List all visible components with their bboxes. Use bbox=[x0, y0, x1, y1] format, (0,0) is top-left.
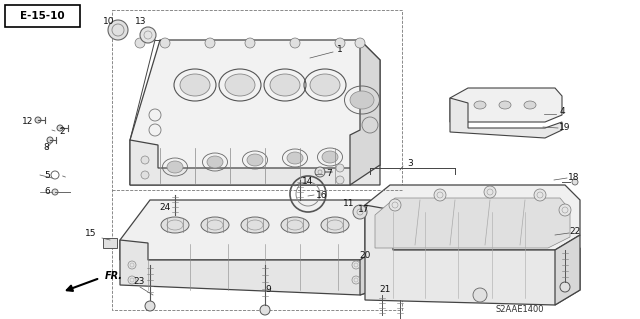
Circle shape bbox=[484, 186, 496, 198]
Text: 12: 12 bbox=[22, 116, 34, 125]
Circle shape bbox=[335, 38, 345, 48]
Ellipse shape bbox=[321, 217, 349, 233]
Circle shape bbox=[141, 171, 149, 179]
Circle shape bbox=[108, 20, 128, 40]
Circle shape bbox=[141, 156, 149, 164]
Text: 8: 8 bbox=[43, 144, 49, 152]
Ellipse shape bbox=[287, 152, 303, 164]
Ellipse shape bbox=[322, 151, 338, 163]
Circle shape bbox=[473, 288, 487, 302]
Polygon shape bbox=[120, 240, 390, 295]
Circle shape bbox=[389, 199, 401, 211]
Text: E-15-10: E-15-10 bbox=[20, 11, 65, 21]
Bar bbox=[5, 5, 80, 27]
Circle shape bbox=[290, 38, 300, 48]
Text: 7: 7 bbox=[326, 168, 332, 177]
Ellipse shape bbox=[350, 91, 374, 109]
Circle shape bbox=[534, 189, 546, 201]
Polygon shape bbox=[365, 185, 580, 250]
Circle shape bbox=[434, 189, 446, 201]
Circle shape bbox=[35, 117, 41, 123]
Ellipse shape bbox=[225, 74, 255, 96]
Ellipse shape bbox=[524, 101, 536, 109]
Text: 23: 23 bbox=[133, 277, 145, 286]
Circle shape bbox=[560, 282, 570, 292]
Text: 24: 24 bbox=[159, 204, 171, 212]
Ellipse shape bbox=[281, 217, 309, 233]
Text: 10: 10 bbox=[103, 18, 115, 26]
Ellipse shape bbox=[201, 217, 229, 233]
Text: 1: 1 bbox=[337, 46, 343, 55]
Text: 14: 14 bbox=[302, 176, 314, 186]
Polygon shape bbox=[375, 198, 570, 248]
Ellipse shape bbox=[167, 161, 183, 173]
Ellipse shape bbox=[474, 101, 486, 109]
Circle shape bbox=[57, 125, 63, 131]
Text: 20: 20 bbox=[359, 250, 371, 259]
Text: 22: 22 bbox=[570, 227, 580, 236]
Circle shape bbox=[245, 38, 255, 48]
Bar bbox=[103, 238, 117, 248]
Circle shape bbox=[205, 38, 215, 48]
Bar bbox=[112, 10, 402, 310]
Text: 2: 2 bbox=[59, 127, 65, 136]
Circle shape bbox=[145, 301, 155, 311]
Polygon shape bbox=[130, 140, 380, 185]
Ellipse shape bbox=[207, 156, 223, 168]
Polygon shape bbox=[450, 98, 562, 138]
Circle shape bbox=[559, 204, 571, 216]
Circle shape bbox=[140, 27, 156, 43]
Ellipse shape bbox=[161, 217, 189, 233]
Text: 19: 19 bbox=[559, 122, 571, 131]
Ellipse shape bbox=[310, 74, 340, 96]
Polygon shape bbox=[350, 40, 380, 185]
Text: S2AAE1400: S2AAE1400 bbox=[496, 306, 544, 315]
Ellipse shape bbox=[499, 101, 511, 109]
Text: FR.: FR. bbox=[105, 271, 123, 281]
Circle shape bbox=[572, 179, 578, 185]
Polygon shape bbox=[120, 200, 390, 260]
Ellipse shape bbox=[241, 217, 269, 233]
Ellipse shape bbox=[180, 74, 210, 96]
Text: 18: 18 bbox=[568, 173, 580, 182]
Text: 6: 6 bbox=[44, 188, 50, 197]
Circle shape bbox=[355, 38, 365, 48]
Circle shape bbox=[315, 167, 325, 177]
Text: 4: 4 bbox=[559, 108, 565, 116]
Polygon shape bbox=[360, 240, 390, 295]
Circle shape bbox=[160, 38, 170, 48]
Text: 17: 17 bbox=[358, 205, 370, 214]
Polygon shape bbox=[365, 205, 580, 305]
Circle shape bbox=[336, 164, 344, 172]
Text: 15: 15 bbox=[85, 229, 97, 239]
Ellipse shape bbox=[247, 154, 263, 166]
Text: 3: 3 bbox=[407, 159, 413, 167]
Polygon shape bbox=[130, 40, 380, 185]
Polygon shape bbox=[555, 235, 580, 305]
Text: 16: 16 bbox=[316, 190, 328, 199]
Text: 21: 21 bbox=[380, 286, 390, 294]
Circle shape bbox=[260, 305, 270, 315]
Circle shape bbox=[336, 176, 344, 184]
Text: 11: 11 bbox=[343, 199, 355, 209]
Text: 9: 9 bbox=[265, 286, 271, 294]
Circle shape bbox=[353, 205, 367, 219]
Circle shape bbox=[52, 189, 58, 195]
Circle shape bbox=[135, 38, 145, 48]
Ellipse shape bbox=[270, 74, 300, 96]
Polygon shape bbox=[450, 88, 562, 122]
Text: 5: 5 bbox=[44, 170, 50, 180]
Circle shape bbox=[47, 137, 53, 143]
Text: 13: 13 bbox=[135, 18, 147, 26]
